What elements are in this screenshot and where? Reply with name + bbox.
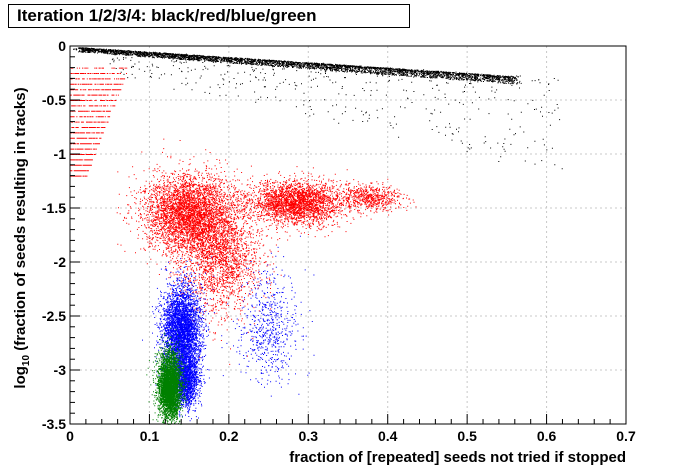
y-tick-label: 0 <box>58 38 66 54</box>
series-0-marks <box>73 47 563 170</box>
series-1-points <box>70 67 417 365</box>
x-tick-label: 0.7 <box>616 428 636 444</box>
data-points <box>70 47 563 425</box>
x-tick-label: 0.3 <box>299 428 319 444</box>
x-tick-label: 0 <box>66 428 74 444</box>
chart-title: Iteration 1/2/3/4: black/red/blue/green <box>8 4 410 28</box>
x-tick-label: 0.5 <box>457 428 477 444</box>
x-axis-label: fraction of [repeated] seeds not tried i… <box>289 449 626 466</box>
series-2-marks <box>142 235 315 422</box>
series-3-marks <box>146 327 190 425</box>
y-tick-label: -0.5 <box>42 92 66 108</box>
x-tick-label: 0.4 <box>378 428 398 444</box>
y-tick-label: -3 <box>54 362 67 378</box>
series-0-points <box>73 47 563 170</box>
axis-ticks: 0 0.1 0.2 0.3 0.4 0.5 0.6 0.7 0 -0.5 -1 -1.5 -2 -2.5 -… <box>42 38 636 444</box>
y-tick-label: -3.5 <box>42 416 66 432</box>
plot-frame <box>69 45 627 425</box>
y-tick-label: -1 <box>54 146 67 162</box>
y-tick-label: -1.5 <box>42 200 66 216</box>
y-axis-label: log10 (fraction of seeds resulting in tr… <box>12 87 32 388</box>
y-axis-label-main: log <box>12 366 29 389</box>
grid-lines <box>69 45 627 425</box>
y-axis-label-rest: (fraction of seeds resulting in tracks) <box>12 87 29 355</box>
y-axis-label-subscript: 10 <box>21 354 32 367</box>
x-tick-label: 0.2 <box>219 428 239 444</box>
x-tick-label: 0.6 <box>537 428 557 444</box>
series-1-marks <box>70 67 417 365</box>
series-2-points <box>142 235 315 422</box>
y-tick-label: -2 <box>54 254 67 270</box>
y-tick-label: -2.5 <box>42 308 66 324</box>
series-3-points <box>146 327 190 425</box>
x-tick-label: 0.1 <box>140 428 160 444</box>
